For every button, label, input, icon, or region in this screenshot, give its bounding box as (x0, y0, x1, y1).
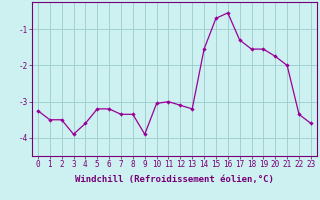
X-axis label: Windchill (Refroidissement éolien,°C): Windchill (Refroidissement éolien,°C) (75, 175, 274, 184)
